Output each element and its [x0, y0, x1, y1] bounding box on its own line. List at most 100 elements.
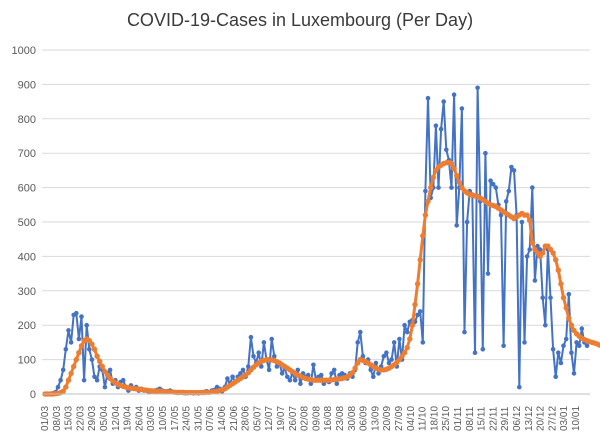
data-point — [63, 384, 69, 390]
y-tick-label: 200 — [18, 320, 36, 332]
x-tick-label: 15/03 — [64, 406, 75, 431]
data-point — [76, 350, 82, 356]
data-point — [334, 381, 340, 387]
x-tick-label: 14/06 — [217, 406, 228, 431]
x-tick-label: 16/08 — [323, 406, 334, 431]
data-point — [530, 185, 535, 190]
x-tick-label: 31/05 — [193, 406, 204, 431]
data-point — [493, 185, 499, 190]
data-point — [462, 329, 467, 335]
data-point — [402, 322, 407, 328]
data-point — [519, 219, 525, 225]
x-tick-label: 10/05 — [158, 406, 169, 431]
x-tick-label: 21/06 — [229, 406, 240, 431]
x-tick-label: 13/12 — [524, 406, 535, 431]
data-point — [97, 358, 103, 364]
data-point — [425, 95, 431, 101]
data-point — [407, 336, 413, 342]
data-point — [425, 198, 431, 205]
data-point — [401, 350, 408, 356]
data-point — [579, 326, 585, 331]
x-axis-tick-labels: 01/03 08/03 15/03 22/03 29/03 05/04 12/04 19/04… — [40, 406, 582, 431]
data-point — [540, 250, 546, 256]
data-point — [561, 343, 566, 349]
y-tick-label: 400 — [18, 251, 36, 263]
x-tick-label: 22/03 — [75, 406, 86, 431]
y-axis-tick-labels: 0 100 200 300 400 500 600 700 800 900 1000 — [12, 45, 36, 401]
x-tick-label: 27/09 — [394, 406, 405, 431]
data-point — [99, 363, 106, 370]
y-tick-label: 1000 — [12, 45, 36, 57]
data-point — [511, 168, 517, 173]
data-point — [274, 364, 280, 369]
data-point — [576, 343, 582, 349]
y-tick-label: 600 — [18, 183, 36, 195]
data-point — [472, 350, 478, 356]
data-point — [92, 374, 97, 380]
data-point — [78, 343, 85, 349]
x-tick-label: 07/06 — [205, 406, 216, 431]
data-point — [259, 364, 264, 369]
data-point — [225, 376, 230, 381]
data-point — [60, 367, 66, 373]
data-point — [412, 301, 418, 308]
x-tick-label: 15/11 — [477, 406, 488, 431]
data-point — [79, 314, 84, 319]
data-point — [448, 160, 455, 167]
data-point — [420, 340, 426, 345]
data-point — [256, 350, 262, 356]
data-point — [550, 250, 556, 256]
data-point — [550, 347, 556, 352]
data-point — [94, 377, 100, 383]
x-tick-label: 01/11 — [453, 406, 464, 431]
data-point — [414, 281, 421, 287]
y-tick-label: 300 — [18, 286, 36, 298]
data-point — [298, 381, 303, 387]
x-tick-label: 18/10 — [429, 406, 440, 431]
x-tick-label: 13/09 — [370, 406, 381, 431]
data-point — [568, 322, 575, 328]
data-point — [84, 322, 89, 328]
data-point — [548, 295, 553, 301]
data-point — [68, 340, 74, 345]
data-point — [269, 336, 275, 342]
data-point — [376, 371, 381, 376]
data-point — [451, 166, 457, 172]
data-point — [475, 85, 480, 91]
data-point — [352, 365, 358, 371]
data-point — [553, 374, 558, 380]
chart-title: COVID-19-Cases in Luxembourg (Per Day) — [126, 10, 474, 30]
data-point — [480, 347, 486, 352]
data-point — [89, 357, 95, 362]
data-point — [63, 347, 69, 352]
data-point — [524, 212, 530, 218]
data-point — [444, 147, 449, 153]
data-point — [529, 239, 535, 246]
data-point — [584, 343, 590, 349]
data-point — [464, 219, 470, 225]
x-tick-label: 08/11 — [465, 406, 476, 431]
data-point — [230, 374, 235, 380]
data-point — [89, 341, 95, 347]
data-point — [68, 370, 74, 377]
x-tick-label: 10/01 — [571, 406, 582, 431]
data-point — [60, 388, 66, 394]
data-point — [58, 377, 63, 383]
x-tick-label: 05/07 — [252, 406, 263, 431]
data-point — [451, 92, 457, 97]
data-point — [558, 281, 564, 287]
data-point — [428, 184, 434, 191]
x-tick-label: 06/12 — [512, 406, 523, 431]
data-point — [87, 347, 92, 352]
x-tick-label: 04/10 — [406, 406, 417, 431]
data-point — [524, 254, 530, 259]
data-point — [483, 150, 488, 156]
data-point — [318, 372, 324, 378]
x-tick-label: 25/10 — [441, 406, 452, 431]
data-point — [373, 360, 379, 366]
data-point — [485, 271, 491, 276]
data-point — [331, 367, 337, 373]
data-point — [73, 356, 80, 363]
data-point — [251, 353, 256, 359]
